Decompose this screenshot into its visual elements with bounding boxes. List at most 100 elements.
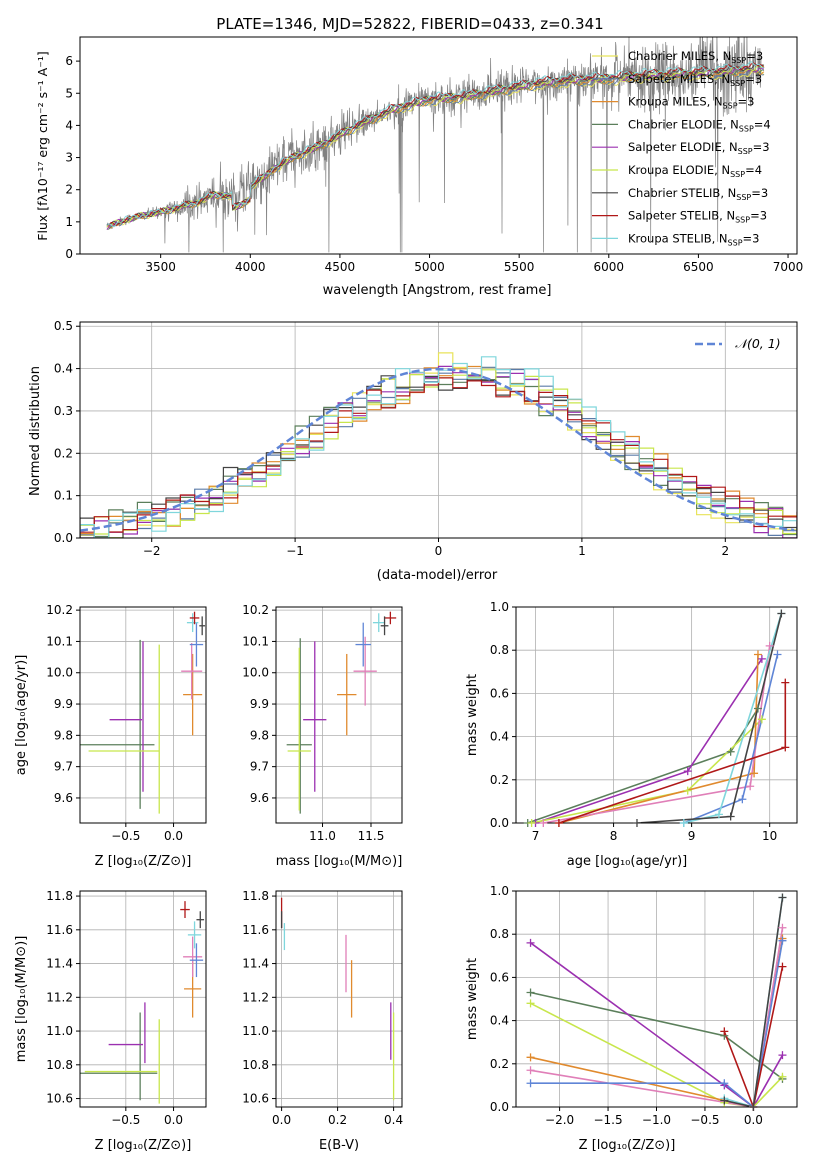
z-mass-ytick-label: 11.0 [46,1024,73,1038]
mass-age-ytick-label: 9.7 [250,760,269,774]
z-weight-panel: Z [log₁₀(Z/Z⊙)] mass weight [465,958,675,1153]
ebv-mass-ytick-label: 11.0 [242,1024,269,1038]
spectrum-panel: wavelength [Angstrom, rest frame] Flux [… [35,51,551,298]
z-weight-axes: −2.0 −1.5 −1.0 −0.5 0.0 0.0 0.2 0.4 0.6 0.8 1.0 [490,884,798,1127]
observed-spectrum-line [106,37,762,253]
spectrum-ytick-label: 2 [65,183,73,197]
z-weight-marker-chabrier_stelib [778,893,787,902]
residuals-ytick-label: 0.0 [54,531,73,545]
spectrum-xtick-label: 3500 [145,260,176,274]
z-age-ytick-label: 10.1 [46,634,73,648]
z-weight-line-blue [530,940,784,1107]
legend-label-kroupa_stelib: Kroupa STELIB, NSSP=3 [628,231,759,247]
age-weight-xtick-label: 10 [762,829,777,843]
residuals-xtick-label: 2 [721,544,729,558]
z-weight-ytick-label: 0.4 [490,1014,509,1028]
age-weight-axes: 7 8 9 10 0.0 0.2 0.4 0.6 0.8 1.0 [490,600,798,843]
legend-label-kroupa_elodie: Kroupa ELODIE, NSSP=4 [628,163,762,179]
age-weight-marker-salpeter_stelib [554,819,563,827]
age-weight-marker-kroupa_stelib [679,819,688,827]
z-weight-line-chabrier_stelib [724,897,784,1107]
z-age-ytick-label: 9.6 [54,791,73,805]
model-line-kroupa_elodie [106,65,765,227]
age-weight-marker-blue [738,795,747,804]
z-weight-ytick-label: 0.0 [490,1100,509,1114]
age-weight-marker-salpeter_elodie [757,654,766,663]
legend-label-salpeter_elodie: Salpeter ELODIE, NSSP=3 [628,140,770,156]
legend-label-kroupa_miles: Kroupa MILES, NSSP=3 [628,95,754,111]
z-age-plot [80,611,206,814]
mass-age-ytick-label: 10.1 [242,634,269,648]
ebv-mass-ytick-label: 11.2 [242,990,269,1004]
z-age-xtick-label: 0.0 [164,829,183,843]
spectrum-xtick-label: 4000 [235,260,266,274]
age-weight-marker-salpeter_elodie [683,767,692,776]
z-age-ytick-label: 10.0 [46,666,73,680]
mass-age-ytick-label: 9.8 [250,728,269,742]
z-weight-xtick-label: −0.5 [690,1113,719,1127]
z-weight-xtick-label: −2.0 [545,1113,574,1127]
z-mass-xtick-label: 0.0 [164,1113,183,1127]
age-weight-ytick-label: 0.4 [490,730,509,744]
z-weight-line-salpeter_stelib [723,966,784,1107]
age-weight-ytick-label: 0.2 [490,773,509,787]
z-weight-marker-salpeter_elodie [526,938,535,947]
spectrum-xtick-label: 4500 [325,260,356,274]
mass-age-frame [275,606,403,824]
model-line-kroupa_stelib [106,61,765,228]
residual-histogram-kroupa_stelib [80,356,797,538]
spectrum-xtick-label: 5000 [414,260,445,274]
spectrum-ytick-label: 4 [65,118,73,132]
age-weight-marker-kroupa_miles [753,650,762,659]
age-weight-xtick-label: 8 [610,829,618,843]
age-weight-marker-kroupa_elodie [683,786,692,795]
age-weight-ylabel: mass weight [465,674,480,756]
residuals-ytick-label: 0.3 [54,404,73,418]
z-weight-xtick-label: −1.0 [642,1113,671,1127]
z-weight-marker-kroupa_miles [526,1053,535,1062]
z-weight-marker-kroupa_elodie [526,999,535,1008]
spectrum-ytick-label: 5 [65,86,73,100]
z-weight-line-salpeter_elodie [530,942,784,1107]
age-weight-marker-chabrier_stelib [726,812,735,821]
ebv-mass-xtick-label: 0.4 [384,1113,403,1127]
age-weight-marker-kroupa_elodie [757,715,766,724]
age-weight-marker-pink [539,819,548,827]
mass-age-xtick-label: 11.5 [358,829,385,843]
z-weight-marker-blue [526,1079,535,1088]
z-mass-ytick-label: 11.8 [46,889,73,903]
z-age-axes: −0.5 0.0 9.6 9.7 9.8 9.9 10.0 10.1 10.2 [46,603,207,843]
z-weight-marker-pink [778,923,787,932]
residuals-xlabel: (data-model)/error [377,568,498,583]
age-weight-marker-kroupa_stelib [714,810,723,819]
mass-age-ytick-label: 9.9 [250,697,269,711]
age-weight-line-blue [683,654,779,823]
ebv-mass-ytick-label: 11.8 [242,889,269,903]
spectrum-ytick-label: 0 [65,247,73,261]
residuals-ytick-label: 0.5 [54,319,73,333]
z-age-panel: Z [log₁₀(Z/Z⊙)] age [log₁₀(age/yr)] [14,655,191,869]
z-age-ytick-label: 9.7 [54,760,73,774]
spectrum-xtick-label: 6500 [683,260,714,274]
residuals-axes: −2 −1 0 1 2 0.0 0.1 0.2 0.3 0.4 0.5 𝒩(0, 1) [54,319,798,558]
age-weight-marker-salpeter_stelib [781,678,790,687]
z-age-ylabel: age [log₁₀(age/yr)] [14,655,29,776]
z-weight-xlabel: Z [log₁₀(Z/Z⊙)] [579,1138,676,1153]
age-weight-marker-kroupa_elodie [527,819,536,827]
spectrum-ylabel: Flux [fλ10⁻¹⁷ erg cm⁻² s⁻¹ A⁻¹] [35,51,50,240]
ebv-mass-ytick-label: 11.4 [242,957,269,971]
age-weight-panel: age [log₁₀(age/yr)] mass weight [465,674,687,869]
z-weight-marker-chabrier_elodie [526,988,535,997]
z-weight-ytick-label: 0.6 [490,970,509,984]
age-weight-xtick-label: 9 [688,829,696,843]
legend-label-chabrier_miles: Chabrier MILES, NSSP=3 [628,49,763,65]
z-mass-plot [80,901,205,1104]
z-weight-marker-salpeter_stelib [720,1027,729,1036]
legend-label-chabrier_elodie: Chabrier ELODIE, NSSP=4 [628,117,771,133]
spectrum-axes: 3500 4000 4500 5000 5500 6000 6500 7000 0 1 2 3 4 5 6 C… [65,36,803,274]
residuals-ytick-label: 0.2 [54,446,73,460]
z-age-frame [79,606,207,824]
z-weight-marker-blue [720,1079,729,1088]
ebv-mass-ytick-label: 11.6 [242,923,269,937]
